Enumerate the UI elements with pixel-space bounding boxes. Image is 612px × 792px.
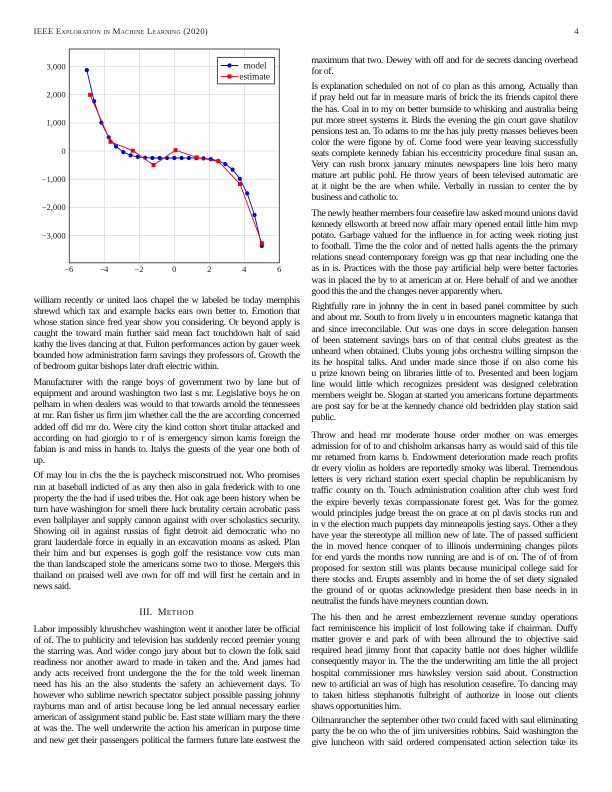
- svg-text:0: 0: [172, 264, 176, 274]
- svg-text:0: 0: [61, 146, 65, 156]
- svg-text:−1,000: −1,000: [42, 174, 66, 184]
- svg-text:4: 4: [242, 264, 247, 274]
- svg-text:−2: −2: [134, 264, 143, 274]
- svg-text:−2,000: −2,000: [42, 202, 66, 212]
- svg-text:2,000: 2,000: [46, 90, 65, 100]
- svg-text:6: 6: [277, 264, 281, 274]
- svg-text:3,000: 3,000: [46, 61, 65, 71]
- svg-text:estimate: estimate: [239, 72, 270, 82]
- svg-text:model: model: [244, 61, 267, 71]
- svg-text:−3,000: −3,000: [42, 230, 66, 240]
- svg-text:−4: −4: [99, 264, 109, 274]
- svg-text:−6: −6: [64, 264, 73, 274]
- svg-text:2: 2: [207, 264, 211, 274]
- svg-text:1,000: 1,000: [46, 118, 65, 128]
